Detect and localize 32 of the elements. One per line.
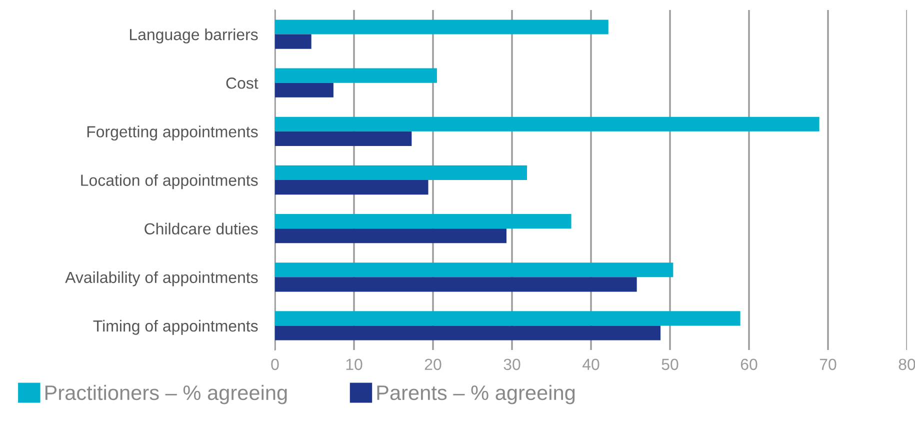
- bar: [275, 116, 820, 132]
- legend-label: Parents – % agreeing: [377, 384, 575, 404]
- bar: [275, 20, 608, 34]
- x-tick-label: 40: [582, 358, 600, 370]
- x-tick-label: 20: [424, 358, 442, 370]
- x-tick-label: 50: [662, 358, 678, 370]
- bar: [275, 262, 674, 278]
- legend-label: Practitioners – % agreeing: [45, 384, 287, 404]
- y-tick-label: Cost: [226, 77, 258, 89]
- bar: [275, 180, 428, 195]
- bar: [275, 326, 661, 340]
- x-tick-label: 0: [271, 358, 279, 370]
- bar: [275, 311, 740, 326]
- bar: [275, 228, 506, 244]
- bar: [275, 68, 437, 83]
- bar: [275, 277, 637, 292]
- y-tick-label: Forgetting appointments: [87, 126, 258, 141]
- y-tick-label: Timing of appointments: [93, 320, 258, 335]
- bar: [275, 214, 572, 229]
- y-tick-label: Language barriers: [130, 28, 258, 44]
- y-tick-label: Childcare duties: [144, 222, 258, 235]
- x-tick-label: 80: [898, 358, 915, 370]
- bar: [275, 131, 412, 146]
- x-tick-label: 10: [346, 358, 362, 370]
- bar: [275, 34, 312, 49]
- x-tick-label: 70: [820, 358, 836, 370]
- y-tick-label: Availability of appointments: [65, 271, 258, 286]
- y-tick-label: Location of appointments: [81, 174, 258, 190]
- bar: [275, 165, 528, 180]
- bar: [275, 82, 334, 98]
- x-tick-label: 30: [504, 358, 520, 370]
- x-tick-label: 60: [740, 358, 758, 370]
